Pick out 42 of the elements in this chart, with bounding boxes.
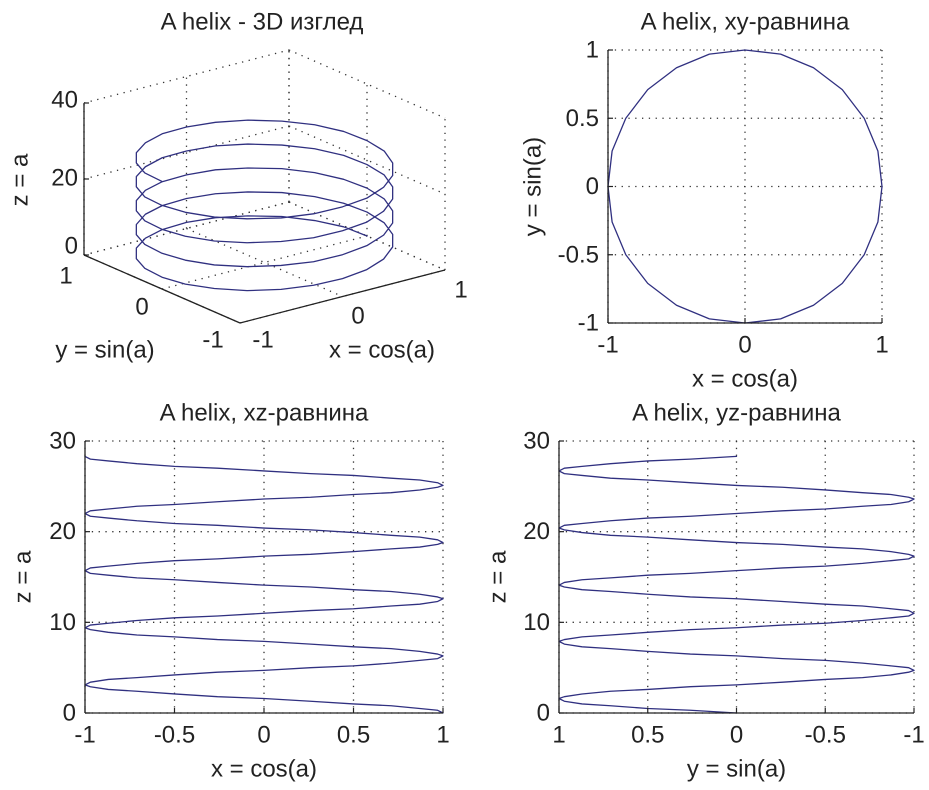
y-tick-label: 30 bbox=[523, 428, 550, 454]
y-tick-label: 30 bbox=[49, 428, 76, 454]
text: A helix - 3D изглед bbox=[160, 8, 364, 36]
text: 40 bbox=[51, 86, 78, 114]
x-tick-label: 1 bbox=[436, 722, 450, 748]
x-tick-label: 0 bbox=[730, 722, 744, 748]
y-tick-label: -0.5 bbox=[558, 241, 599, 268]
x-tick-label: -0.5 bbox=[804, 722, 846, 748]
y-axis-title: z = a bbox=[10, 550, 36, 604]
x-tick-label: -0.5 bbox=[154, 722, 196, 748]
x-tick-label: -1 bbox=[74, 722, 96, 748]
y-tick-label: 10 bbox=[523, 608, 550, 636]
text: x = cos(a) bbox=[328, 336, 436, 364]
text: 0 bbox=[135, 294, 149, 320]
text: 1 bbox=[454, 276, 468, 304]
y-tick-label: 10 bbox=[49, 608, 76, 636]
y-tick-label: 20 bbox=[49, 518, 76, 546]
y-tick-label: 20 bbox=[523, 518, 550, 546]
y-tick-label: 1 bbox=[586, 36, 599, 64]
y-tick-label: 0.5 bbox=[566, 104, 599, 132]
line-series bbox=[607, 49, 883, 324]
x-tick-label: 1 bbox=[875, 332, 889, 358]
y-axis-title: z = a bbox=[484, 550, 512, 604]
x-tick-label: 0 bbox=[257, 722, 271, 748]
x-tick-label: 0 bbox=[738, 332, 752, 358]
text: y = sin(a) bbox=[55, 336, 155, 364]
y-tick-label: -1 bbox=[578, 310, 599, 336]
y-axis-title: y = sin(a) bbox=[520, 136, 546, 236]
x-axis-title: x = cos(a) bbox=[210, 756, 318, 782]
x-axis-title: x = cos(a) bbox=[692, 366, 798, 392]
x-tick-label: -1 bbox=[903, 722, 925, 748]
y-tick-label: 0 bbox=[62, 700, 76, 726]
text: z = a bbox=[6, 153, 34, 206]
chart-title: A helix, xy-равнина bbox=[640, 8, 850, 36]
text: 0 bbox=[351, 302, 365, 330]
chart-title: A helix, xz-равнина bbox=[160, 400, 370, 426]
x-axis-title: y = sin(a) bbox=[686, 756, 786, 782]
chart-title: A helix, yz-равнина bbox=[632, 400, 842, 426]
x-tick-label: 0.5 bbox=[336, 722, 370, 748]
y-tick-label: 0 bbox=[536, 700, 550, 726]
y-tick-label: 0 bbox=[586, 173, 599, 200]
x-tick-label: 0.5 bbox=[631, 722, 664, 748]
